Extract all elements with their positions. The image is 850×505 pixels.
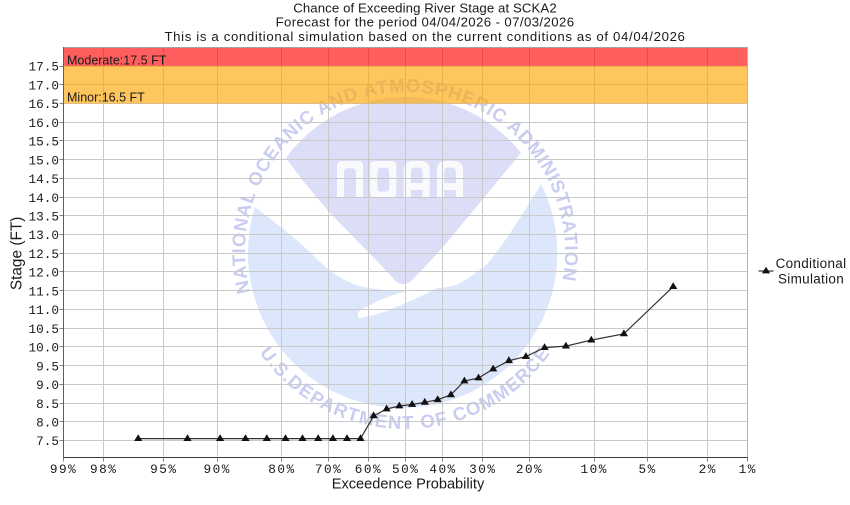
- svg-text:Exceedence Probability: Exceedence Probability: [332, 476, 485, 492]
- svg-text:10%: 10%: [581, 462, 608, 477]
- svg-text:Moderate:17.5 FT: Moderate:17.5 FT: [67, 54, 167, 68]
- svg-text:12.0: 12.0: [29, 266, 59, 281]
- svg-text:This is a conditional simulati: This is a conditional simulation based o…: [164, 29, 685, 44]
- svg-text:5%: 5%: [638, 462, 656, 477]
- svg-text:70%: 70%: [315, 462, 342, 477]
- svg-text:Forecast for the period 04/04/: Forecast for the period 04/04/2026 - 07/…: [276, 14, 575, 29]
- svg-text:99%: 99%: [50, 462, 77, 477]
- svg-text:50%: 50%: [392, 462, 419, 477]
- svg-text:Minor:16.5 FT: Minor:16.5 FT: [67, 91, 145, 105]
- svg-text:9.0: 9.0: [36, 378, 59, 393]
- svg-text:13.5: 13.5: [29, 210, 59, 225]
- svg-text:8.0: 8.0: [36, 416, 59, 431]
- svg-text:8.5: 8.5: [36, 397, 59, 412]
- svg-text:60%: 60%: [355, 462, 382, 477]
- svg-text:95%: 95%: [150, 462, 177, 477]
- svg-text:14.5: 14.5: [29, 172, 59, 187]
- svg-text:Stage (FT): Stage (FT): [9, 217, 26, 291]
- svg-text:30%: 30%: [469, 462, 496, 477]
- svg-text:2%: 2%: [699, 462, 717, 477]
- svg-text:11.0: 11.0: [29, 303, 59, 318]
- svg-text:11.5: 11.5: [29, 284, 59, 299]
- svg-text:17.0: 17.0: [29, 78, 59, 93]
- svg-text:13.0: 13.0: [29, 228, 59, 243]
- svg-text:10.0: 10.0: [29, 341, 59, 356]
- svg-text:90%: 90%: [204, 462, 231, 477]
- svg-text:Conditional: Conditional: [776, 256, 847, 271]
- svg-text:7.5: 7.5: [36, 434, 59, 449]
- svg-text:9.5: 9.5: [36, 359, 59, 374]
- svg-text:1%: 1%: [739, 462, 757, 477]
- svg-text:20%: 20%: [516, 462, 543, 477]
- svg-text:16.5: 16.5: [29, 97, 59, 112]
- svg-text:10.5: 10.5: [29, 322, 59, 337]
- svg-text:16.0: 16.0: [29, 116, 59, 131]
- svg-text:17.5: 17.5: [29, 60, 59, 75]
- svg-text:14.0: 14.0: [29, 191, 59, 206]
- svg-text:12.5: 12.5: [29, 247, 59, 262]
- svg-text:Chance of Exceeding River Stag: Chance of Exceeding River Stage at SCKA2: [293, 0, 557, 15]
- svg-text:Simulation: Simulation: [778, 272, 844, 287]
- svg-text:98%: 98%: [90, 462, 117, 477]
- svg-text:15.0: 15.0: [29, 153, 59, 168]
- svg-text:40%: 40%: [429, 462, 456, 477]
- svg-text:80%: 80%: [268, 462, 295, 477]
- svg-text:15.5: 15.5: [29, 135, 59, 150]
